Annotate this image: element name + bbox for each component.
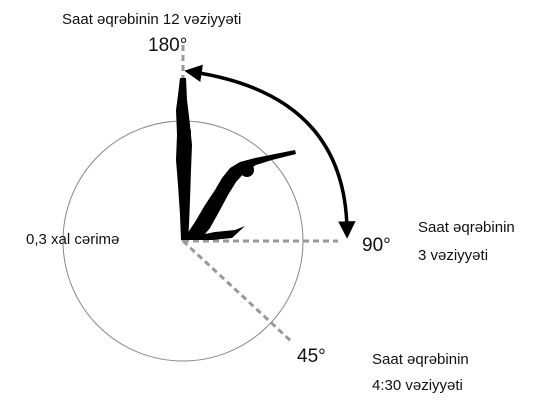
diver-legs	[183, 226, 245, 240]
right-caption: 3 vəziyyəti	[418, 247, 488, 264]
angle-180: 180°	[148, 35, 187, 56]
top-caption: Saat əqrəbinin 12 vəziyyəti	[62, 11, 241, 28]
angle-45: 45°	[297, 346, 326, 367]
penalty: 0,3 xal cərimə	[26, 231, 119, 248]
diver-vertical	[176, 78, 192, 240]
diver-head-2	[240, 163, 254, 177]
bottom-caption: 4:30 vəziyyəti	[372, 377, 463, 394]
diver-piked	[183, 150, 296, 240]
right-caption: Saat əqrəbinin	[418, 219, 515, 236]
line-430	[181, 239, 294, 344]
angle-90: 90°	[362, 235, 391, 256]
rotation-arrow	[184, 64, 356, 239]
bottom-caption: Saat əqrəbinin	[372, 351, 469, 368]
diver-head	[177, 125, 191, 139]
